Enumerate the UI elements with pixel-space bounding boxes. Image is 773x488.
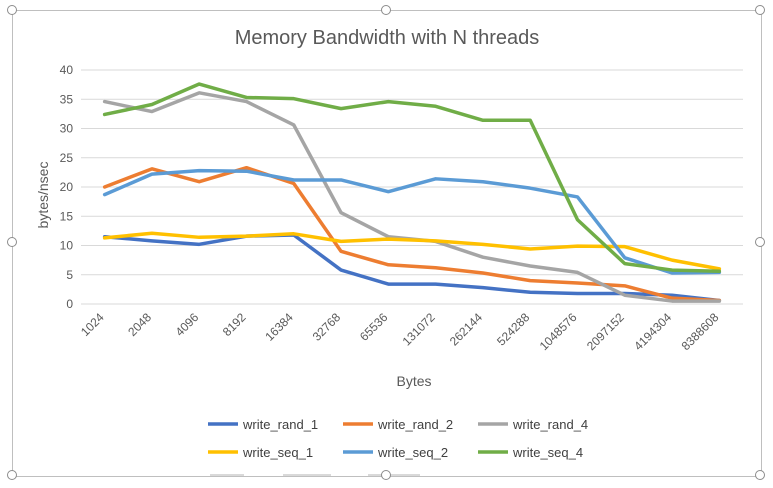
x-axis-ticks: 1024 2048 4096 8192 16384 32768 65536 131072 262…: [78, 310, 722, 353]
x-tick-label: 1024: [78, 310, 107, 339]
x-tick-label: 8388608: [679, 310, 722, 353]
x-tick-label: 2097152: [584, 310, 627, 353]
series-line-write-rand-2[interactable]: [102, 165, 722, 303]
series-line-write-seq-2[interactable]: [102, 168, 722, 275]
y-tick-label: 40: [60, 63, 74, 77]
x-tick-label: 8192: [220, 310, 249, 339]
y-axis-label: bytes/nsec: [35, 162, 51, 229]
y-tick-label: 35: [60, 92, 74, 106]
resize-handle-bottom-center[interactable]: [381, 470, 391, 480]
legend[interactable]: write_rand_1 write_rand_2 write_rand_4writ…: [208, 417, 588, 460]
x-tick-label: 524288: [494, 310, 532, 348]
y-tick-label: 30: [60, 122, 74, 136]
x-tick-label: 16384: [262, 310, 296, 344]
series-line-write-rand-1[interactable]: [102, 233, 722, 303]
resize-handle-top-left[interactable]: [7, 5, 17, 15]
x-tick-label: 65536: [357, 310, 391, 344]
y-tick-label: 15: [60, 209, 74, 223]
y-tick-label: 10: [60, 239, 74, 253]
x-tick-label: 4194304: [631, 310, 674, 353]
legend-label: write_rand_2: [377, 417, 453, 432]
legend-label: write_seq_1: [242, 445, 313, 460]
line-chart: Memory Bandwidth with N threads 0 5 10 15 20…: [35, 27, 743, 460]
partial-text-fragment: [210, 474, 244, 476]
chart-title: Memory Bandwidth with N threads: [235, 27, 540, 49]
x-tick-label: 1048576: [537, 310, 580, 353]
legend-label: write_rand_4: [512, 417, 588, 432]
resize-handle-bottom-right[interactable]: [755, 470, 765, 480]
resize-handle-bottom-left[interactable]: [7, 470, 17, 480]
legend-label: write_seq_4: [512, 445, 583, 460]
partial-text-fragment: [368, 474, 420, 476]
legend-label: write_seq_2: [377, 445, 448, 460]
resize-handle-middle-left[interactable]: [7, 237, 17, 247]
y-axis-ticks: 0 5 10 15 20 25 30 35 40: [60, 63, 74, 311]
x-axis-label: Bytes: [396, 373, 431, 389]
resize-handle-middle-right[interactable]: [755, 237, 765, 247]
x-tick-label: 4096: [173, 310, 202, 339]
series-line-write-rand-4[interactable]: [102, 91, 722, 303]
x-tick-label: 131072: [400, 310, 438, 348]
chart-area[interactable]: Memory Bandwidth with N threads 0 5 10 15 20…: [12, 10, 762, 477]
x-tick-label: 2048: [125, 310, 154, 339]
x-tick-label: 262144: [447, 310, 485, 348]
y-tick-label: 25: [60, 151, 74, 165]
resize-handle-top-center[interactable]: [381, 5, 391, 15]
series-lines: [102, 82, 722, 303]
resize-handle-top-right[interactable]: [755, 5, 765, 15]
series-line-write-seq-4[interactable]: [102, 82, 722, 273]
legend-label: write_rand_1: [242, 417, 318, 432]
x-tick-label: 32768: [310, 310, 344, 344]
y-tick-label: 5: [66, 268, 73, 282]
y-tick-label: 20: [60, 180, 74, 194]
y-tick-label: 0: [66, 297, 73, 311]
partial-text-fragment: [283, 474, 331, 476]
